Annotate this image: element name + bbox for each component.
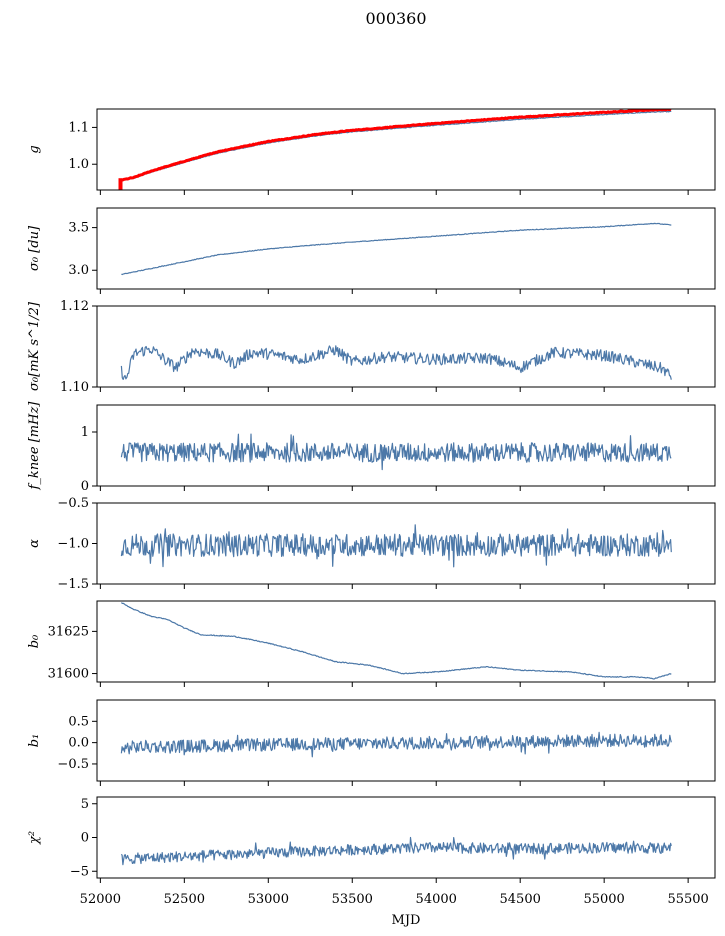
y-tick-label-b1-1: 0.0 <box>68 736 89 751</box>
y-tick-label-sigma0_mks-1: 1.12 <box>60 299 89 314</box>
y-tick-label-chi2-2: 5 <box>81 797 89 812</box>
series-line-g-0 <box>121 110 672 182</box>
plot-area-alpha <box>120 524 672 568</box>
panel-frame-b1 <box>96 699 716 782</box>
series-line-alpha-0 <box>120 524 672 568</box>
y-tick-label-fknee-0: 0 <box>81 479 89 494</box>
panel-frame-chi2 <box>96 796 716 879</box>
x-tick-label-2: 53000 <box>248 892 289 907</box>
y-axis-label-b0: b₀ <box>27 634 42 648</box>
series-line-g-1 <box>120 109 672 182</box>
y-tick-label-alpha-0: −1.5 <box>57 577 89 592</box>
x-tick-label-6: 55000 <box>583 892 624 907</box>
y-tick-label-alpha-2: −0.5 <box>57 496 89 511</box>
panel-b0: 31600 31625 b₀ <box>27 600 716 687</box>
x-axis-label: MJD <box>392 913 421 928</box>
panel-alpha: −1.5 −1.0 −0.5 α <box>27 496 716 592</box>
y-tick-label-b1-2: 0.5 <box>68 714 89 729</box>
y-axis-label-sigma0_mks: σ₀[mK s^1/2] <box>27 301 42 391</box>
panel-sigma0_du: 3.0 3.5 σ₀ [du] <box>27 207 716 294</box>
y-axis-label-alpha: α <box>27 539 42 548</box>
x-tick-label-5: 54500 <box>500 892 541 907</box>
x-axis: 52000 52500 53000 53500 54000 54500 55000 55500 <box>80 892 709 907</box>
y-tick-label-g-0: 1.0 <box>68 157 89 172</box>
series-line-chi2-0 <box>120 836 672 866</box>
y-tick-label-sigma0_du-0: 3.0 <box>68 263 89 278</box>
x-tick-label-7: 55500 <box>667 892 708 907</box>
y-tick-label-alpha-1: −1.0 <box>57 537 89 552</box>
x-tick-label-0: 52000 <box>80 892 121 907</box>
plot-area-sigma0_mks <box>120 345 672 380</box>
y-tick-label-g-1: 1.1 <box>68 120 89 135</box>
y-axis-label-sigma0_du: σ₀ [du] <box>27 225 42 271</box>
y-tick-label-chi2-1: 0 <box>81 831 89 846</box>
panel-g: 1.0 1.1 g <box>27 108 716 195</box>
plot-area-sigma0_du <box>121 222 672 276</box>
plot-area-chi2 <box>120 836 672 866</box>
panel-fknee: 0 1 f_knee [mHz] <box>27 401 716 494</box>
y-tick-label-sigma0_du-1: 3.5 <box>68 221 89 236</box>
panel-frame-sigma0_du <box>96 207 716 290</box>
plot-area-b1 <box>120 731 672 758</box>
y-axis-label-g: g <box>27 145 42 153</box>
series-line-fknee-0 <box>120 433 672 471</box>
series-line-b1-0 <box>120 731 672 758</box>
panel-b1: −0.5 0.0 0.5 b₁ <box>27 699 716 786</box>
panels: 1.0 1.1 g 3.0 3.5 σ₀ [du] 1.10 1.12 σ₀[mK s^1/2]… <box>27 108 716 883</box>
y-tick-label-b0-0: 31600 <box>48 667 89 682</box>
x-tick-label-4: 54000 <box>416 892 457 907</box>
figure-title: 000360 <box>365 9 426 28</box>
panel-frame-sigma0_mks <box>96 305 716 388</box>
panel-frame-b0 <box>96 600 716 683</box>
y-tick-label-fknee-1: 1 <box>81 425 89 440</box>
panel-chi2: −5 0 5 χ² <box>27 796 716 883</box>
x-tick-label-3: 53500 <box>332 892 373 907</box>
series-line-sigma0_mks-0 <box>120 345 672 380</box>
panel-sigma0_mks: 1.10 1.12 σ₀[mK s^1/2] <box>27 299 716 395</box>
plot-area-fknee <box>120 433 672 471</box>
panel-frame-fknee <box>96 404 716 487</box>
series-line-b0-0 <box>121 602 672 680</box>
y-tick-label-b1-0: −0.5 <box>57 757 89 772</box>
y-tick-label-b0-1: 31625 <box>48 624 89 639</box>
y-axis-label-fknee: f_knee [mHz] <box>27 401 42 491</box>
y-axis-label-b1: b₁ <box>27 734 42 748</box>
plot-area-b0 <box>121 602 672 680</box>
x-tick-label-1: 52500 <box>164 892 205 907</box>
y-tick-label-sigma0_mks-0: 1.10 <box>60 380 89 395</box>
series-line-sigma0_du-0 <box>121 222 672 276</box>
y-axis-label-chi2: χ² <box>27 831 42 845</box>
panel-frame-g <box>96 108 716 191</box>
y-tick-label-chi2-0: −5 <box>70 864 89 879</box>
plot-area-g <box>118 109 672 190</box>
